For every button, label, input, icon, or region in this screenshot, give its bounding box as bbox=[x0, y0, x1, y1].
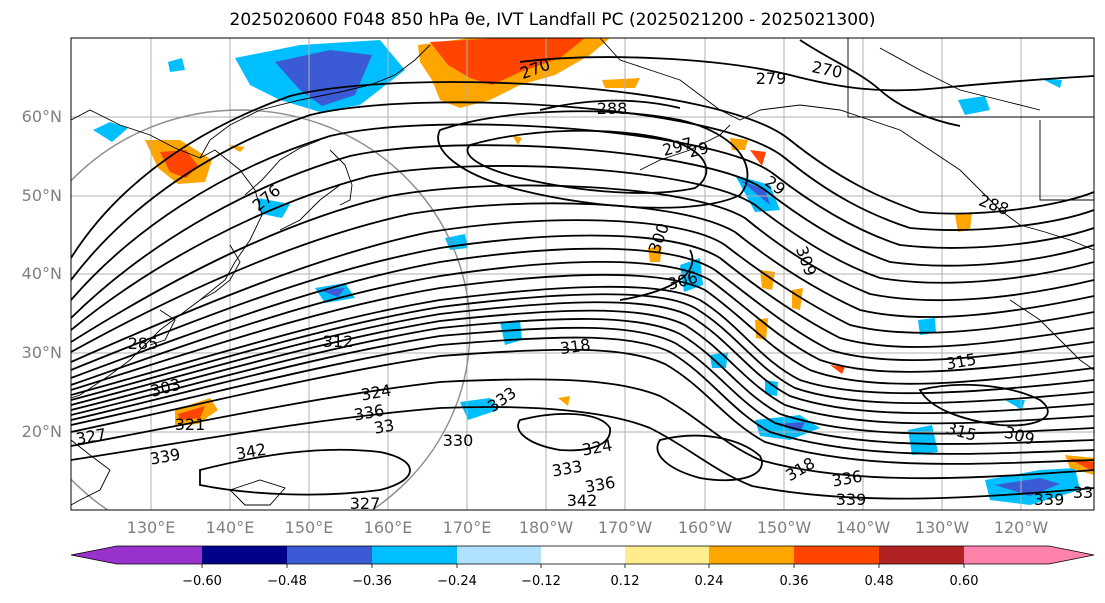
contour-label: 288 bbox=[597, 99, 628, 118]
map-title: 2025020600 F048 850 hPa θe, IVT Landfall… bbox=[229, 10, 876, 30]
coastlines bbox=[71, 38, 1094, 506]
colorbar-tick-label: −0.48 bbox=[267, 574, 307, 589]
colorbar-tick-label: 0.60 bbox=[949, 574, 979, 589]
colorbar-segment bbox=[202, 546, 287, 564]
lon-label: 150°E bbox=[284, 518, 334, 537]
map-area: 270 279 270 288 297 29 306 300 309 312 3… bbox=[71, 38, 1094, 513]
contour-label: 285 bbox=[128, 334, 159, 353]
colorbar-segment bbox=[541, 546, 625, 564]
contour-label: 33 bbox=[372, 415, 395, 437]
lat-label: 20°N bbox=[21, 422, 62, 441]
contour-label: 330 bbox=[443, 431, 474, 450]
colorbar-tick-label: 0.48 bbox=[864, 574, 894, 589]
colorbar-tick-label: 0.36 bbox=[779, 574, 809, 589]
colorbar-segment bbox=[71, 546, 117, 564]
landfall-region-circle bbox=[71, 109, 471, 510]
lon-label: 150°W bbox=[756, 518, 812, 537]
contour-label: 29 bbox=[686, 138, 711, 162]
lon-label: 180°W bbox=[518, 518, 574, 537]
colorbar-segment bbox=[794, 546, 879, 564]
colorbar-segment bbox=[457, 546, 541, 564]
contour-label: 327 bbox=[350, 494, 381, 513]
colorbar-segment bbox=[117, 546, 202, 564]
theta-e-contours bbox=[71, 39, 1094, 500]
colorbar-tick-label: −0.24 bbox=[437, 574, 477, 589]
colorbar-tick-label: 0.12 bbox=[610, 574, 640, 589]
lat-label: 40°N bbox=[21, 264, 62, 283]
colorbar-tick-label: −0.12 bbox=[521, 574, 561, 589]
colorbar-segment bbox=[287, 546, 372, 564]
lon-label: 140°W bbox=[835, 518, 891, 537]
colorbar-segment bbox=[709, 546, 794, 564]
colorbar-segment bbox=[625, 546, 709, 564]
lon-label: 160°E bbox=[363, 518, 413, 537]
contour-label: 339 bbox=[836, 490, 867, 509]
colorbar-segment bbox=[1049, 546, 1094, 564]
map-frame bbox=[70, 37, 1095, 511]
colorbar-segment bbox=[372, 546, 457, 564]
contour-label: 318 bbox=[559, 335, 592, 358]
contour-label: 312 bbox=[323, 332, 354, 351]
colorbar-tick-label: −0.60 bbox=[182, 574, 222, 589]
colorbar-tick-label: 0.24 bbox=[694, 574, 724, 589]
lon-label: 130°W bbox=[914, 518, 970, 537]
lat-label: 30°N bbox=[21, 343, 62, 362]
lon-label: 160°W bbox=[677, 518, 733, 537]
lon-label: 140°E bbox=[205, 518, 255, 537]
lon-label: 120°W bbox=[993, 518, 1049, 537]
lat-label: 50°N bbox=[21, 186, 62, 205]
lon-label: 170°E bbox=[442, 518, 492, 537]
contour-label: 339 bbox=[1034, 490, 1065, 509]
contour-label: 33 bbox=[1073, 483, 1093, 502]
colorbar bbox=[70, 545, 1095, 568]
contour-label: 321 bbox=[175, 415, 206, 434]
colorbar-tick-label: −0.36 bbox=[352, 574, 392, 589]
colorbar-outline bbox=[70, 545, 1095, 565]
lon-label: 170°W bbox=[597, 518, 653, 537]
colorbar-segment bbox=[964, 546, 1049, 564]
colorbar-segment bbox=[879, 546, 964, 564]
lon-label: 130°E bbox=[126, 518, 176, 537]
contour-label: 279 bbox=[756, 69, 787, 88]
contour-label: 342 bbox=[567, 491, 598, 510]
lat-label: 60°N bbox=[21, 107, 62, 126]
